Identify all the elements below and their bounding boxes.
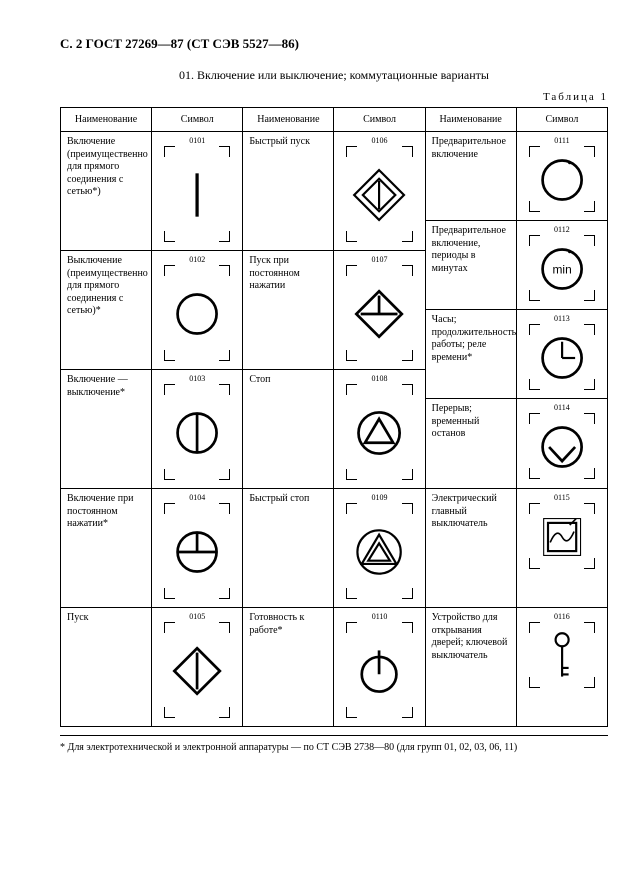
entry-symbol: 0106 — [334, 132, 425, 251]
symbol-glyph — [535, 330, 589, 386]
symbol-glyph — [535, 419, 589, 475]
symbol-code: 0101 — [189, 136, 205, 145]
col-name-3: Наименование — [425, 108, 516, 132]
symbol-code: 0111 — [554, 136, 569, 145]
entry-name: Предварительное включение, периоды в мин… — [425, 221, 516, 310]
symbol-glyph — [535, 152, 589, 208]
entry-symbol: 0108 — [334, 370, 425, 489]
entry-symbol: 0114 — [516, 399, 607, 489]
symbol-code: 0114 — [554, 403, 570, 412]
symbol-code: 0105 — [189, 612, 205, 621]
col-name-1: Наименование — [61, 108, 152, 132]
symbol-glyph — [170, 390, 224, 476]
entry-symbol: 0105 — [152, 608, 243, 727]
entry-name: Пуск при постоянном нажатии — [243, 251, 334, 370]
entry-name: Включение при постоянном нажатии* — [61, 489, 152, 608]
symbol-glyph — [352, 628, 406, 714]
entry-symbol: 0107 — [334, 251, 425, 370]
page-header: С. 2 ГОСТ 27269—87 (СТ СЭВ 5527—86) — [60, 36, 608, 52]
entry-symbol: 0113 — [516, 310, 607, 399]
entry-name: Готовность к работе* — [243, 608, 334, 727]
symbol-code: 0102 — [189, 255, 205, 264]
symbol-glyph — [535, 628, 589, 684]
entry-symbol: 0111 — [516, 132, 607, 221]
entry-symbol: 0103 — [152, 370, 243, 489]
symbol-code: 0108 — [372, 374, 388, 383]
symbol-glyph — [535, 509, 589, 565]
symbol-code: 0110 — [372, 612, 388, 621]
entry-name: Стоп — [243, 370, 334, 489]
symbol-code: 0106 — [372, 136, 388, 145]
col-sym-2: Символ — [334, 108, 425, 132]
entry-symbol: 0115 — [516, 489, 607, 608]
symbol-glyph — [170, 628, 224, 714]
symbol-glyph: min — [535, 241, 589, 297]
symbol-code: 0115 — [554, 493, 570, 502]
symbol-glyph — [352, 390, 406, 476]
entry-name: Устройство для открывания дверей; ключев… — [425, 608, 516, 727]
header-row: Наименование Символ Наименование Символ … — [61, 108, 608, 132]
symbol-code: 0104 — [189, 493, 205, 502]
section-title: 01. Включение или выключение; коммутацио… — [60, 68, 608, 83]
symbol-glyph — [170, 271, 224, 357]
symbol-glyph — [170, 509, 224, 595]
entry-symbol: 0109 — [334, 489, 425, 608]
svg-text:min: min — [552, 262, 571, 276]
entry-name: Перерыв; временный останов — [425, 399, 516, 489]
entry-name: Электрический главный выключатель — [425, 489, 516, 608]
symbol-code: 0113 — [554, 314, 570, 323]
entry-symbol: 0101 — [152, 132, 243, 251]
symbol-code: 0107 — [372, 255, 388, 264]
symbol-code: 0109 — [372, 493, 388, 502]
entry-symbol: 0112 min — [516, 221, 607, 310]
entry-symbol: 0104 — [152, 489, 243, 608]
entry-name: Включение — выключение* — [61, 370, 152, 489]
symbol-glyph — [352, 509, 406, 595]
entry-name: Быстрый пуск — [243, 132, 334, 251]
entry-name: Быстрый стоп — [243, 489, 334, 608]
entry-name: Предварительное включение — [425, 132, 516, 221]
entry-name: Пуск — [61, 608, 152, 727]
entry-name: Включение (преимущественно для прямого с… — [61, 132, 152, 251]
symbols-table: Наименование Символ Наименование Символ … — [60, 107, 608, 727]
entry-name: Часы; продолжительность работы; реле вре… — [425, 310, 516, 399]
entry-symbol: 0110 — [334, 608, 425, 727]
col-name-2: Наименование — [243, 108, 334, 132]
symbol-glyph — [352, 152, 406, 238]
symbol-glyph — [352, 271, 406, 357]
col-sym-1: Символ — [152, 108, 243, 132]
symbol-code: 0112 — [554, 225, 570, 234]
symbol-glyph — [170, 152, 224, 238]
table-caption: Таблица 1 — [60, 91, 608, 103]
entry-symbol: 0116 — [516, 608, 607, 727]
footnote: * Для электротехнической и электронной а… — [60, 735, 608, 753]
col-sym-3: Символ — [516, 108, 607, 132]
symbol-code: 0103 — [189, 374, 205, 383]
entry-symbol: 0102 — [152, 251, 243, 370]
entry-name: Выключение (преимущественно для прямого … — [61, 251, 152, 370]
symbol-code: 0116 — [554, 612, 570, 621]
